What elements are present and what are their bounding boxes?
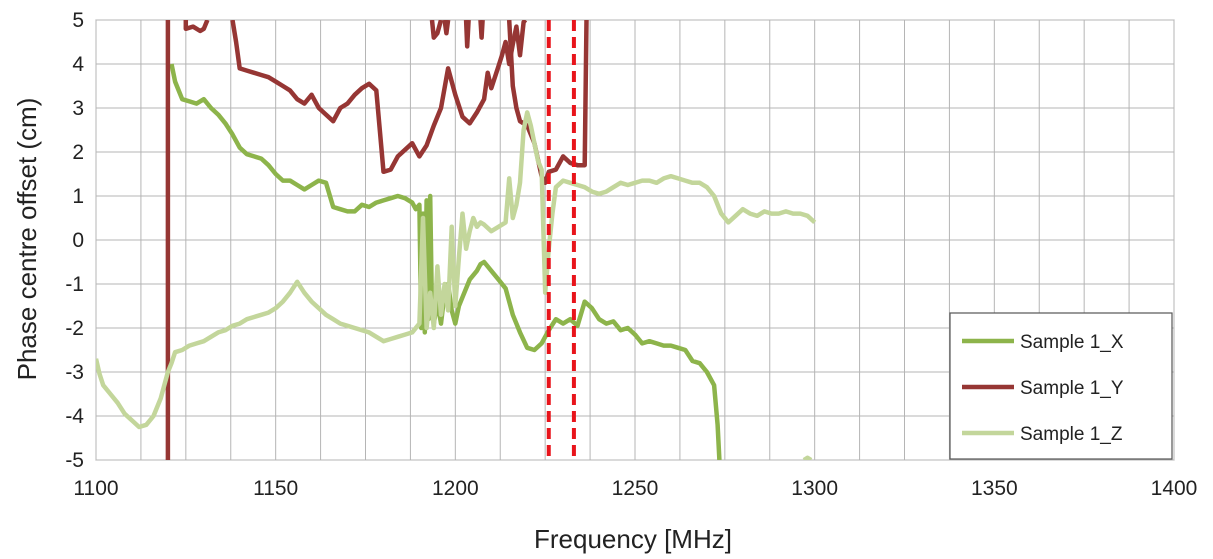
reference-lines bbox=[546, 20, 576, 460]
series-line-1 bbox=[169, 63, 722, 460]
x-tick-label: 1250 bbox=[612, 477, 659, 500]
y-tick-label: -3 bbox=[65, 361, 84, 384]
series-line-3 bbox=[802, 455, 813, 460]
y-axis-title: Phase centre offset (cm) bbox=[12, 98, 42, 381]
legend-label: Sample 1_Z bbox=[1020, 424, 1123, 445]
y-tick-label: -2 bbox=[65, 317, 84, 340]
x-tick-labels: 1100 1150 1200 1250 1300 1350 1400 bbox=[73, 477, 1197, 500]
y-tick-label: 5 bbox=[72, 9, 84, 32]
legend-label: Sample 1_X bbox=[1020, 332, 1124, 353]
x-tick-label: 1300 bbox=[791, 477, 838, 500]
legend: Sample 1_X Sample 1_Y Sample 1_Z bbox=[949, 312, 1173, 460]
y-tick-label: 2 bbox=[72, 141, 84, 164]
y-tick-label: -5 bbox=[65, 449, 84, 472]
grid bbox=[95, 19, 1175, 461]
x-tick-label: 1150 bbox=[253, 477, 298, 500]
y-tick-labels: 5 4 3 2 1 0 -1 -2 -3 -4 -5 bbox=[65, 9, 84, 472]
y-tick-label: 0 bbox=[72, 229, 84, 252]
x-tick-label: 1350 bbox=[971, 477, 1018, 500]
y-tick-label: 1 bbox=[72, 185, 84, 208]
x-tick-label: 1200 bbox=[432, 477, 479, 500]
series-line-2 bbox=[463, 20, 471, 49]
x-axis-title: Frequency [MHz] bbox=[534, 524, 732, 554]
y-tick-label: 3 bbox=[72, 97, 84, 120]
series-line-2 bbox=[478, 20, 485, 40]
series-line-3 bbox=[96, 110, 817, 430]
series-line-2 bbox=[442, 20, 451, 36]
series-line-2 bbox=[183, 20, 210, 34]
y-tick-label: 4 bbox=[72, 53, 84, 76]
x-tick-label: 1100 bbox=[73, 477, 118, 500]
series-lines bbox=[96, 20, 817, 460]
series-line-2 bbox=[429, 20, 444, 40]
x-tick-label: 1400 bbox=[1151, 477, 1198, 500]
y-tick-label: -4 bbox=[65, 405, 84, 428]
legend-label: Sample 1_Y bbox=[1020, 378, 1124, 399]
series-line-2 bbox=[230, 20, 528, 175]
y-tick-label: -1 bbox=[65, 273, 84, 296]
